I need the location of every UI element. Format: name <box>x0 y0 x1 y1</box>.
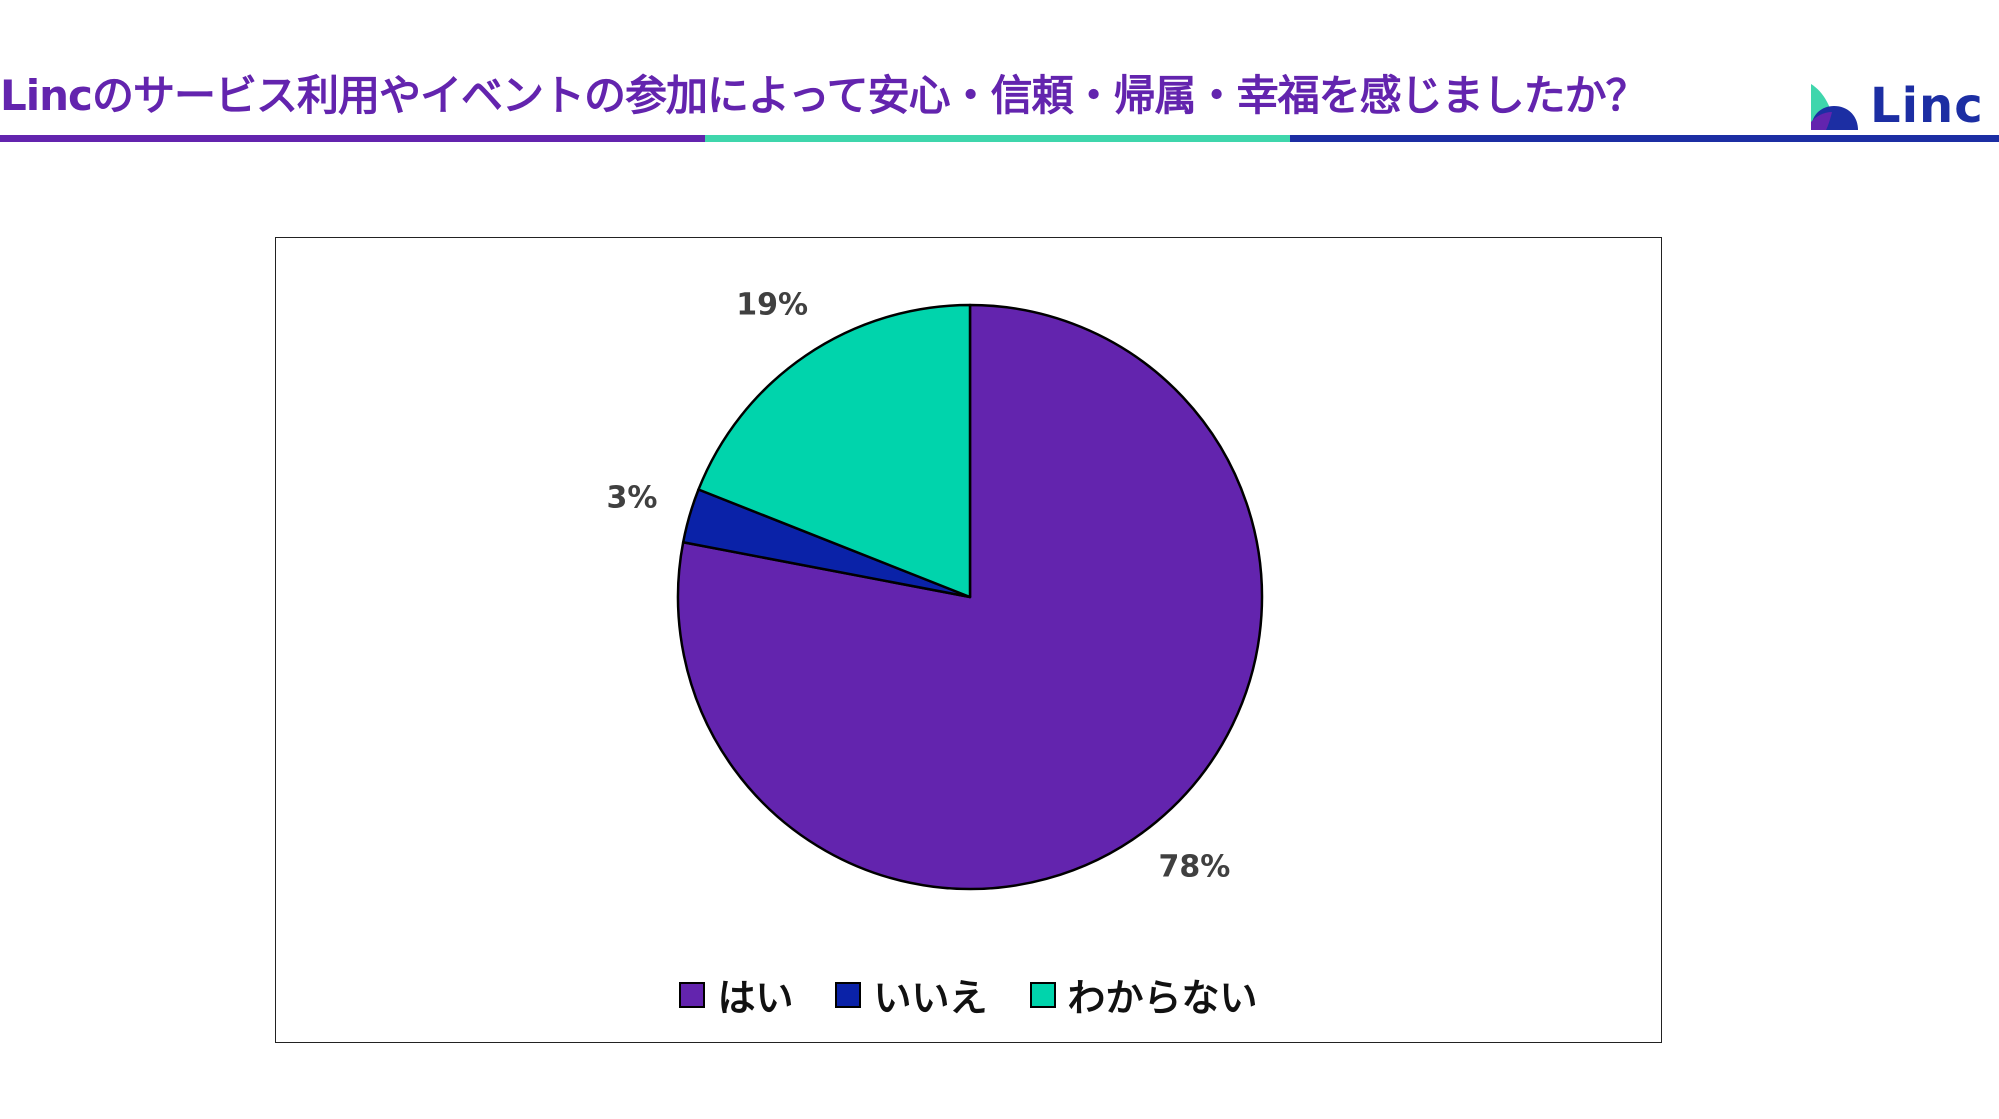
legend-label-unknown: わからない <box>1067 976 1258 1020</box>
pie-chart: 78% 3% 19% <box>607 287 1264 891</box>
linc-logo-icon <box>1811 84 1858 130</box>
pie-label-no: 3% <box>607 480 658 515</box>
logo-text: Linc <box>1870 78 1984 134</box>
chart-legend: はい いいえ わからない <box>276 967 1661 1022</box>
pie-label-yes: 78% <box>1158 850 1230 885</box>
linc-logo: Linc <box>1808 78 1998 138</box>
legend-item-unknown: わからない <box>1029 967 1258 1022</box>
pie-slice-unknown <box>697 303 972 599</box>
pie-label-unknown: 19% <box>736 287 808 322</box>
legend-label-yes: はい <box>717 976 794 1020</box>
legend-label-no: いいえ <box>873 976 988 1020</box>
legend-swatch-yes <box>679 981 706 1008</box>
page-title: Lincのサービス利用やイベントの参加によって安心・信頼・帰属・幸福を感じました… <box>0 71 1648 120</box>
legend-item-no: いいえ <box>835 967 988 1022</box>
legend-swatch-no <box>835 981 862 1008</box>
chart-frame: 78% 3% 19% はい いいえ わからない <box>275 237 1662 1043</box>
title-underline-navy <box>1290 135 1999 142</box>
title-underline-purple <box>0 135 705 142</box>
legend-swatch-unknown <box>1029 981 1056 1008</box>
pie-slice-yes <box>676 303 1264 891</box>
legend-item-yes: はい <box>679 967 793 1022</box>
title-underline-teal <box>705 135 1290 142</box>
